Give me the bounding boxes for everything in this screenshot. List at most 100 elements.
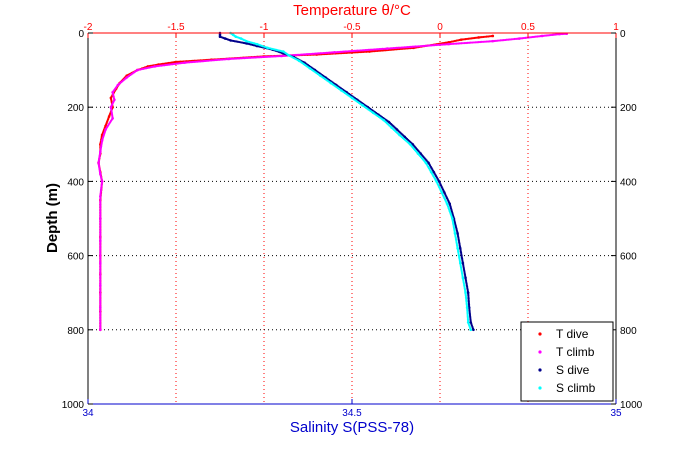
data-point: [376, 49, 379, 52]
data-point: [277, 55, 280, 58]
data-point: [99, 300, 102, 303]
data-point: [99, 250, 102, 253]
data-point: [272, 55, 275, 58]
legend-box: [520, 321, 614, 402]
data-point: [99, 266, 102, 269]
series-layer: [97, 31, 569, 332]
data-point: [189, 61, 193, 64]
data-point: [99, 323, 102, 327]
legend-marker: [538, 386, 542, 390]
top-axis-title: Temperature θ/°C: [293, 2, 411, 19]
data-point: [243, 56, 246, 60]
data-point: [392, 47, 395, 50]
data-point: [99, 226, 102, 230]
data-point: [210, 59, 213, 62]
data-point: [99, 241, 102, 244]
data-point: [99, 325, 102, 328]
data-point: [211, 59, 215, 62]
data-point: [249, 56, 252, 59]
data-point: [488, 40, 491, 43]
data-point: [99, 288, 102, 292]
top-axis-tick-label: -0.5: [343, 22, 361, 33]
data-point: [196, 60, 199, 63]
data-point: [365, 50, 368, 53]
data-point: [433, 44, 436, 47]
data-point: [99, 285, 102, 288]
data-point: [99, 317, 102, 320]
series-s-climb: [229, 31, 473, 332]
bottom-axis-tick-label: 34: [82, 408, 94, 419]
data-point: [99, 239, 102, 243]
data-point: [479, 40, 482, 44]
data-point: [99, 247, 102, 250]
data-point: [216, 58, 219, 61]
data-point: [186, 61, 190, 64]
data-point: [99, 246, 102, 249]
data-point: [99, 234, 102, 238]
left-axis-tick-label: 400: [67, 177, 84, 188]
right-axis-tick-label: 0: [620, 29, 626, 40]
data-point: [446, 43, 449, 46]
data-point: [226, 58, 229, 61]
data-point: [99, 322, 102, 325]
data-point: [455, 42, 458, 45]
data-point: [99, 315, 102, 319]
data-point: [237, 57, 240, 60]
data-point: [99, 295, 102, 298]
top-axis-tick-label: 1: [613, 22, 619, 33]
data-point: [99, 231, 102, 234]
data-point: [260, 56, 263, 59]
legend-label: S dive: [556, 363, 590, 377]
data-point: [424, 44, 427, 47]
data-point: [471, 41, 474, 44]
data-point: [99, 319, 102, 322]
data-point: [99, 217, 102, 220]
data-point: [199, 60, 202, 63]
data-point: [99, 290, 102, 293]
data-point: [99, 218, 102, 222]
legend-marker: [538, 368, 542, 372]
left-axis-tick-label: 0: [78, 29, 84, 40]
left-axis-tick-label: 200: [67, 103, 84, 114]
data-point: [99, 273, 102, 276]
data-point: [464, 41, 468, 45]
data-point: [463, 41, 466, 45]
data-point: [204, 59, 207, 63]
data-point: [213, 59, 216, 62]
data-point: [99, 255, 102, 258]
data-point: [406, 45, 409, 49]
data-point: [207, 59, 210, 62]
y-axis-title: Depth (m): [44, 183, 61, 253]
data-point: [246, 56, 249, 60]
data-point: [247, 56, 251, 59]
legend-label: S climb: [556, 381, 596, 395]
data-point: [438, 43, 441, 46]
data-point: [99, 287, 102, 290]
data-point: [99, 212, 102, 215]
right-axis-tick-label: 800: [620, 326, 637, 337]
data-point: [99, 214, 102, 217]
data-point: [99, 203, 102, 206]
legend-label: T climb: [556, 345, 595, 359]
data-point: [258, 56, 261, 59]
data-point: [395, 46, 398, 49]
data-point: [480, 40, 483, 44]
data-point: [468, 41, 471, 44]
data-point: [99, 199, 102, 203]
data-point: [474, 41, 477, 44]
right-axis-tick-label: 600: [620, 252, 637, 263]
data-point: [439, 43, 443, 46]
data-point: [99, 298, 102, 301]
data-point: [99, 228, 102, 231]
data-point: [99, 281, 102, 284]
data-point: [405, 46, 408, 49]
data-point: [99, 274, 102, 277]
data-point: [99, 293, 102, 296]
data-point: [469, 328, 473, 332]
data-point: [425, 44, 428, 47]
data-point: [461, 42, 465, 45]
data-point: [457, 42, 460, 45]
left-axis-tick-label: 600: [67, 252, 84, 263]
data-point: [193, 60, 196, 63]
